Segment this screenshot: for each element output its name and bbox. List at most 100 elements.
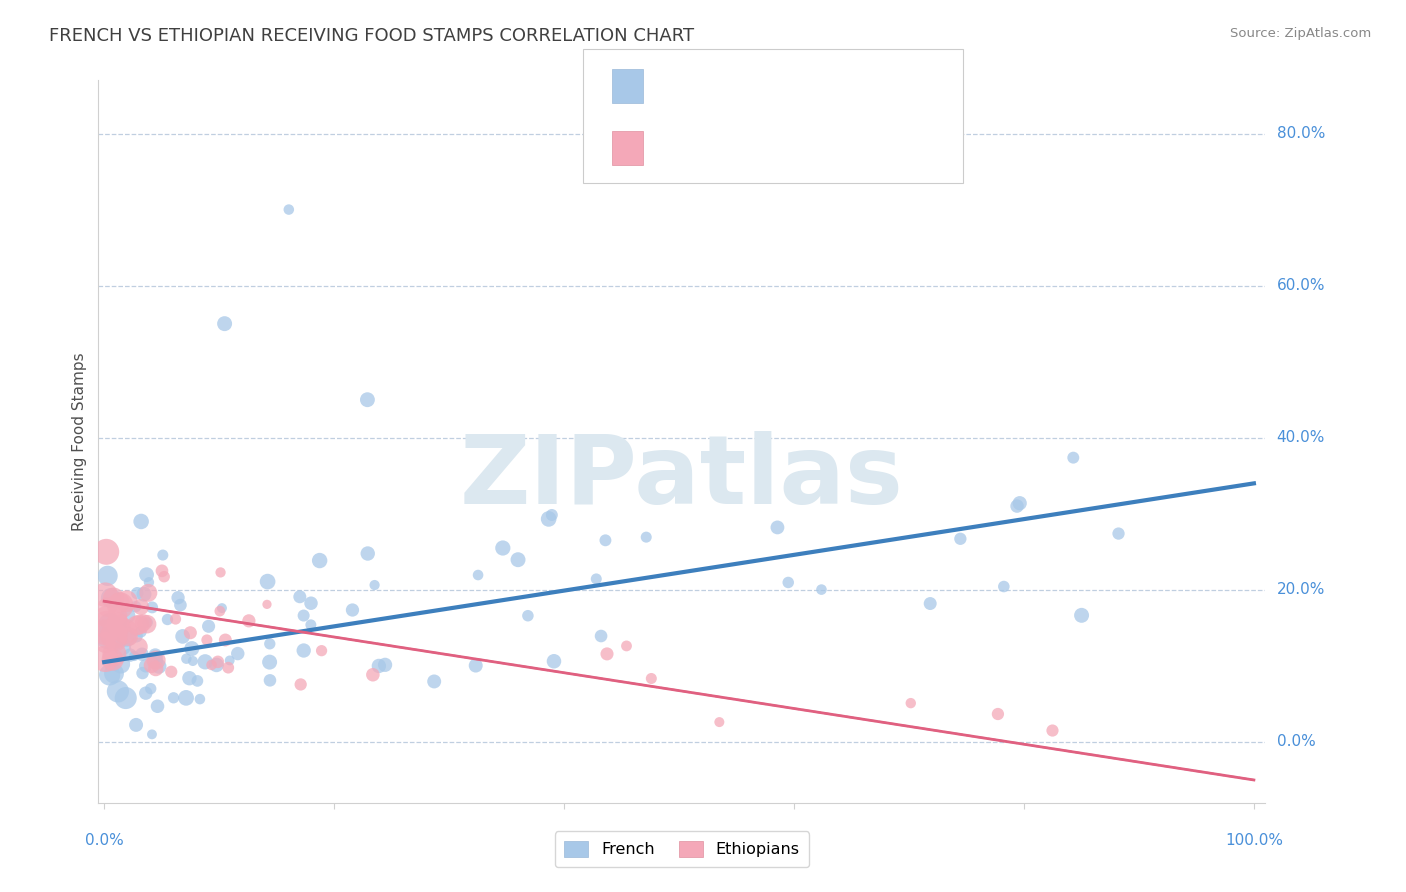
Point xyxy=(186,673,208,688)
Point xyxy=(111,640,134,654)
Point xyxy=(367,659,389,673)
Point xyxy=(810,582,832,597)
Point xyxy=(374,657,396,672)
Point xyxy=(259,673,281,688)
Point xyxy=(238,614,260,628)
Point xyxy=(1108,526,1130,541)
Point xyxy=(125,618,148,632)
Point xyxy=(591,629,613,643)
Point xyxy=(506,552,529,566)
Point xyxy=(640,672,662,686)
Point xyxy=(103,647,125,661)
Point xyxy=(117,608,139,623)
Text: 0.0%: 0.0% xyxy=(84,833,124,848)
Point xyxy=(218,653,240,667)
Point xyxy=(110,599,132,613)
Point xyxy=(105,633,128,648)
Point xyxy=(709,715,731,730)
Point xyxy=(143,648,166,663)
Point xyxy=(311,643,333,657)
Point xyxy=(200,657,222,672)
Point xyxy=(135,658,157,673)
Point xyxy=(124,599,146,614)
Point xyxy=(217,660,239,674)
Text: 0.0%: 0.0% xyxy=(1277,734,1315,749)
Point xyxy=(153,569,176,583)
Point xyxy=(299,617,322,632)
Point xyxy=(464,658,486,673)
Point xyxy=(259,637,281,651)
Point xyxy=(585,572,607,586)
Point xyxy=(136,586,159,600)
Point xyxy=(540,508,562,522)
Point xyxy=(100,591,122,605)
Point xyxy=(169,598,191,612)
Point xyxy=(139,681,162,696)
Text: R = -0.386   N = 55: R = -0.386 N = 55 xyxy=(654,141,797,155)
Point xyxy=(1070,608,1092,623)
Point xyxy=(256,574,278,589)
Y-axis label: Receiving Food Stamps: Receiving Food Stamps xyxy=(72,352,87,531)
Point xyxy=(145,654,167,668)
Point xyxy=(103,628,125,642)
Point xyxy=(160,665,183,679)
Point xyxy=(127,586,149,600)
Point xyxy=(136,615,159,630)
Point xyxy=(537,512,560,526)
Point xyxy=(1042,723,1064,738)
Text: 20.0%: 20.0% xyxy=(1277,582,1324,598)
Point xyxy=(148,659,170,673)
Point xyxy=(118,630,141,644)
Text: 40.0%: 40.0% xyxy=(1277,430,1324,445)
Point xyxy=(107,684,129,698)
Point xyxy=(1005,499,1028,513)
Point xyxy=(516,608,538,623)
Point xyxy=(94,635,117,649)
Point xyxy=(993,580,1015,594)
Point xyxy=(211,601,233,615)
Point xyxy=(120,648,142,662)
Point xyxy=(150,564,173,578)
Point xyxy=(361,667,384,681)
Point xyxy=(96,600,118,615)
Point xyxy=(125,718,148,732)
Point xyxy=(299,596,322,610)
Point xyxy=(122,648,145,663)
Point xyxy=(174,690,197,705)
Point xyxy=(152,548,174,562)
Point xyxy=(197,619,219,633)
Point xyxy=(176,651,198,665)
Point xyxy=(188,692,211,706)
Point xyxy=(214,317,236,331)
Point xyxy=(308,553,330,567)
Point xyxy=(131,647,153,661)
Point xyxy=(616,639,638,653)
Point xyxy=(141,600,163,615)
Point xyxy=(141,727,163,741)
Text: FRENCH VS ETHIOPIAN RECEIVING FOOD STAMPS CORRELATION CHART: FRENCH VS ETHIOPIAN RECEIVING FOOD STAMP… xyxy=(49,27,695,45)
Point xyxy=(778,575,800,590)
Point xyxy=(115,594,138,608)
Point xyxy=(110,657,132,672)
Point xyxy=(292,608,315,623)
Point xyxy=(94,609,117,624)
Text: R =  0.355   N = 99: R = 0.355 N = 99 xyxy=(654,78,796,93)
Point xyxy=(288,590,311,604)
Point xyxy=(207,655,229,669)
Text: 80.0%: 80.0% xyxy=(1277,126,1324,141)
Point xyxy=(107,617,129,632)
Point xyxy=(94,652,117,666)
Point xyxy=(920,597,942,611)
Text: Source: ZipAtlas.com: Source: ZipAtlas.com xyxy=(1230,27,1371,40)
Point xyxy=(595,533,617,548)
Point xyxy=(129,515,152,529)
Point xyxy=(636,530,658,544)
Point xyxy=(292,643,315,657)
Point xyxy=(131,666,153,681)
Point xyxy=(114,624,136,639)
Point xyxy=(108,619,131,633)
Point xyxy=(165,612,187,626)
Point xyxy=(98,617,121,632)
Point xyxy=(96,545,118,559)
Point xyxy=(135,686,157,700)
